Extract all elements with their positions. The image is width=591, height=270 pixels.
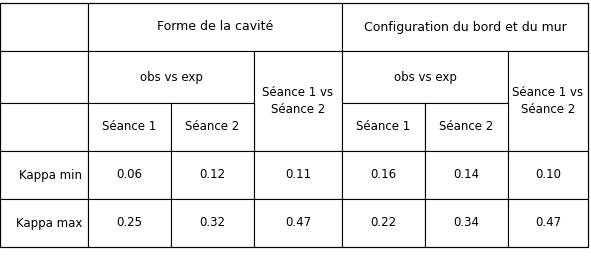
Bar [0, 103, 88, 151]
Text: obs vs exp: obs vs exp [394, 70, 456, 83]
Bar [0, 3, 88, 51]
Bar [425, 199, 508, 247]
Bar [88, 199, 171, 247]
Bar [254, 199, 342, 247]
Text: 0.16: 0.16 [371, 168, 397, 181]
Bar [88, 103, 171, 151]
Text: 0.34: 0.34 [453, 217, 479, 230]
Text: 0.22: 0.22 [371, 217, 397, 230]
Text: Kappa min: Kappa min [19, 168, 82, 181]
Text: Kappa max: Kappa max [15, 217, 82, 230]
Bar [342, 3, 588, 51]
Bar [254, 51, 342, 151]
Bar [171, 103, 254, 151]
Text: 0.11: 0.11 [285, 168, 311, 181]
Text: Séance 1: Séance 1 [102, 120, 157, 133]
Bar [254, 151, 342, 199]
Bar [171, 199, 254, 247]
Bar [342, 51, 508, 103]
Bar [508, 199, 588, 247]
Text: Séance 2: Séance 2 [186, 120, 239, 133]
Text: 0.14: 0.14 [453, 168, 479, 181]
Bar [0, 151, 88, 199]
Text: 0.12: 0.12 [199, 168, 226, 181]
Bar [425, 151, 508, 199]
Bar [508, 151, 588, 199]
Text: Séance 1: Séance 1 [356, 120, 411, 133]
Bar [342, 199, 425, 247]
Bar [171, 151, 254, 199]
Bar [0, 51, 88, 103]
Bar [342, 103, 425, 151]
Text: 0.06: 0.06 [116, 168, 142, 181]
Bar [425, 103, 508, 151]
Bar [88, 3, 342, 51]
Text: 0.10: 0.10 [535, 168, 561, 181]
Bar [342, 151, 425, 199]
Bar [508, 51, 588, 151]
Text: Configuration du bord et du mur: Configuration du bord et du mur [363, 21, 566, 33]
Text: 0.25: 0.25 [116, 217, 142, 230]
Text: 0.32: 0.32 [200, 217, 226, 230]
Bar [88, 151, 171, 199]
Text: Séance 2: Séance 2 [439, 120, 493, 133]
Text: Forme de la cavité: Forme de la cavité [157, 21, 273, 33]
Text: Séance 1 vs
Séance 2: Séance 1 vs Séance 2 [512, 86, 583, 116]
Text: 0.47: 0.47 [535, 217, 561, 230]
Text: obs vs exp: obs vs exp [139, 70, 203, 83]
Text: Séance 1 vs
Séance 2: Séance 1 vs Séance 2 [262, 86, 333, 116]
Text: 0.47: 0.47 [285, 217, 311, 230]
Bar [88, 51, 254, 103]
Bar [0, 199, 88, 247]
